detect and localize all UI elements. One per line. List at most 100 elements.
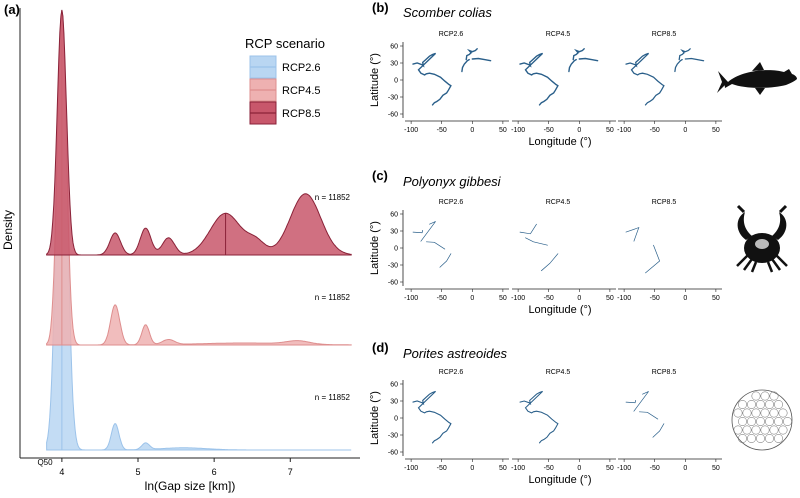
lon-tick-label: 0 (577, 465, 581, 472)
legend-label-rcp85: RCP8.5 (282, 108, 321, 120)
panel-b-species: Scomber colias (403, 5, 492, 20)
legend-label-rcp45: RCP4.5 (282, 85, 321, 97)
distribution-americas (519, 390, 559, 444)
distribution-europe (465, 48, 478, 61)
latitude-axis-label: Latitude (°) (369, 53, 381, 107)
crab-silhouette-icon (736, 204, 788, 273)
x-tick-label: 7 (288, 467, 293, 477)
lon-tick-label: 50 (606, 465, 614, 472)
map-scenario-title: RCP8.5 (652, 199, 677, 206)
legend: RCP scenario RCP2.6 RCP4.5 RCP8.5 (245, 36, 325, 125)
ridge-rcp45: n = 11852 (46, 9, 352, 346)
lat-tick-label: 0 (394, 78, 398, 85)
lon-tick-label: -50 (437, 127, 447, 134)
distribution-mediterranean (578, 57, 599, 62)
map-scenario-title: RCP8.5 (652, 369, 677, 376)
lat-tick-label: 0 (394, 246, 398, 253)
lat-tick-label: 60 (390, 212, 398, 219)
map-RCP8.5: RCP8.5 -100 -50 0 50 (617, 199, 722, 302)
x-tick-label: 4 (59, 467, 64, 477)
lon-tick-label: 0 (683, 127, 687, 134)
lon-tick-label: -100 (511, 127, 525, 134)
lat-tick-label: 60 (390, 382, 398, 389)
distribution-mediterranean (684, 57, 705, 62)
density-x-ticks: 4 5 6 7 (59, 458, 293, 477)
lon-tick-label: -100 (511, 295, 525, 302)
latitude-axis-label: Latitude (°) (369, 391, 381, 445)
lon-tick-label: 0 (577, 127, 581, 134)
fish-silhouette-icon (717, 62, 797, 95)
lon-tick-label: 50 (499, 295, 507, 302)
lon-tick-label: -50 (437, 295, 447, 302)
panel-a-letter: (a) (4, 2, 20, 17)
x-tick-label: 5 (136, 467, 141, 477)
longitude-axis-label: Longitude (°) (528, 304, 591, 316)
map-RCP2.6: RCP2.6 -100 -50 0 50 (404, 199, 509, 302)
distribution-americas (413, 221, 451, 270)
lat-tick-label: 0 (394, 416, 398, 423)
lon-tick-label: 0 (577, 295, 581, 302)
distribution-africa (461, 58, 470, 73)
map-RCP4.5: RCP4.5 -100 -50 0 50 (511, 199, 616, 302)
distribution-americas (626, 391, 664, 440)
panel-d-species: Porites astreoides (403, 346, 508, 361)
map-RCP4.5: RCP4.5 -100 -50 0 50 (511, 369, 616, 472)
lon-tick-label: -50 (650, 465, 660, 472)
density-axis-label: Density (1, 210, 15, 250)
map-scenario-title: RCP2.6 (439, 199, 464, 206)
lon-tick-label: 0 (683, 295, 687, 302)
coral-sketch-icon (731, 389, 793, 451)
panel-c-species: Polyonyx gibbesi (403, 174, 502, 189)
panel-c-letter: (c) (372, 168, 388, 183)
lon-tick-label: 50 (712, 295, 720, 302)
gap-size-axis-label: ln(Gap size [km]) (145, 479, 236, 493)
lon-tick-label: -50 (544, 295, 554, 302)
lon-tick-label: -100 (404, 127, 418, 134)
lat-tick-label: -30 (388, 433, 398, 440)
lat-tick-label: 30 (390, 61, 398, 68)
lon-tick-label: 50 (606, 295, 614, 302)
lon-tick-label: 50 (712, 465, 720, 472)
density-area-RCP2.6 (46, 9, 352, 451)
ridge-plot: n = 11852 n = 11852 n = 11852 (46, 9, 352, 451)
lon-tick-label: -50 (650, 127, 660, 134)
lat-tick-label: -30 (388, 263, 398, 270)
density-area-RCP8.5 (46, 9, 352, 256)
distribution-europe (572, 48, 585, 61)
lat-tick-label: -60 (388, 280, 398, 287)
lon-tick-label: 50 (712, 127, 720, 134)
lat-tick-label: 30 (390, 229, 398, 236)
panel-c: (c) Polyonyx gibbesi 60 30 0 -30 -60 Latitude… (369, 168, 788, 316)
panel-d-letter: (d) (372, 340, 389, 355)
lon-tick-label: 0 (470, 465, 474, 472)
map-RCP2.6: RCP2.6 -100 -50 0 50 (404, 31, 509, 134)
distribution-africa (568, 58, 577, 73)
legend-label-rcp26: RCP2.6 (282, 62, 321, 74)
map-scenario-title: RCP2.6 (439, 369, 464, 376)
panel-b: (b) Scomber colias 60 30 0 -30 -60 Latitude (… (369, 0, 797, 148)
longitude-axis-label: Longitude (°) (528, 474, 591, 486)
n-label-RCP4.5: n = 11852 (315, 293, 351, 302)
map-scenario-title: RCP8.5 (652, 31, 677, 38)
distribution-europe (678, 48, 691, 61)
map-scenario-title: RCP4.5 (546, 369, 571, 376)
lon-tick-label: -100 (404, 295, 418, 302)
panel-b-letter: (b) (372, 0, 389, 15)
lon-tick-label: -50 (437, 465, 447, 472)
map-RCP2.6: RCP2.6 -100 -50 0 50 (404, 369, 509, 472)
distribution-americas (519, 223, 559, 272)
density-area-RCP4.5 (46, 9, 352, 346)
legend-item-rcp26: RCP2.6 (249, 55, 321, 79)
distribution-americas (519, 52, 559, 106)
legend-item-rcp85: RCP8.5 (249, 101, 321, 125)
lon-tick-label: 0 (470, 295, 474, 302)
lon-tick-label: 50 (499, 465, 507, 472)
latitude-axis-label: Latitude (°) (369, 221, 381, 275)
lon-tick-label: 0 (470, 127, 474, 134)
distribution-americas (625, 52, 665, 106)
lon-tick-label: -50 (650, 295, 660, 302)
ridge-rcp85: n = 11852 (46, 9, 352, 256)
